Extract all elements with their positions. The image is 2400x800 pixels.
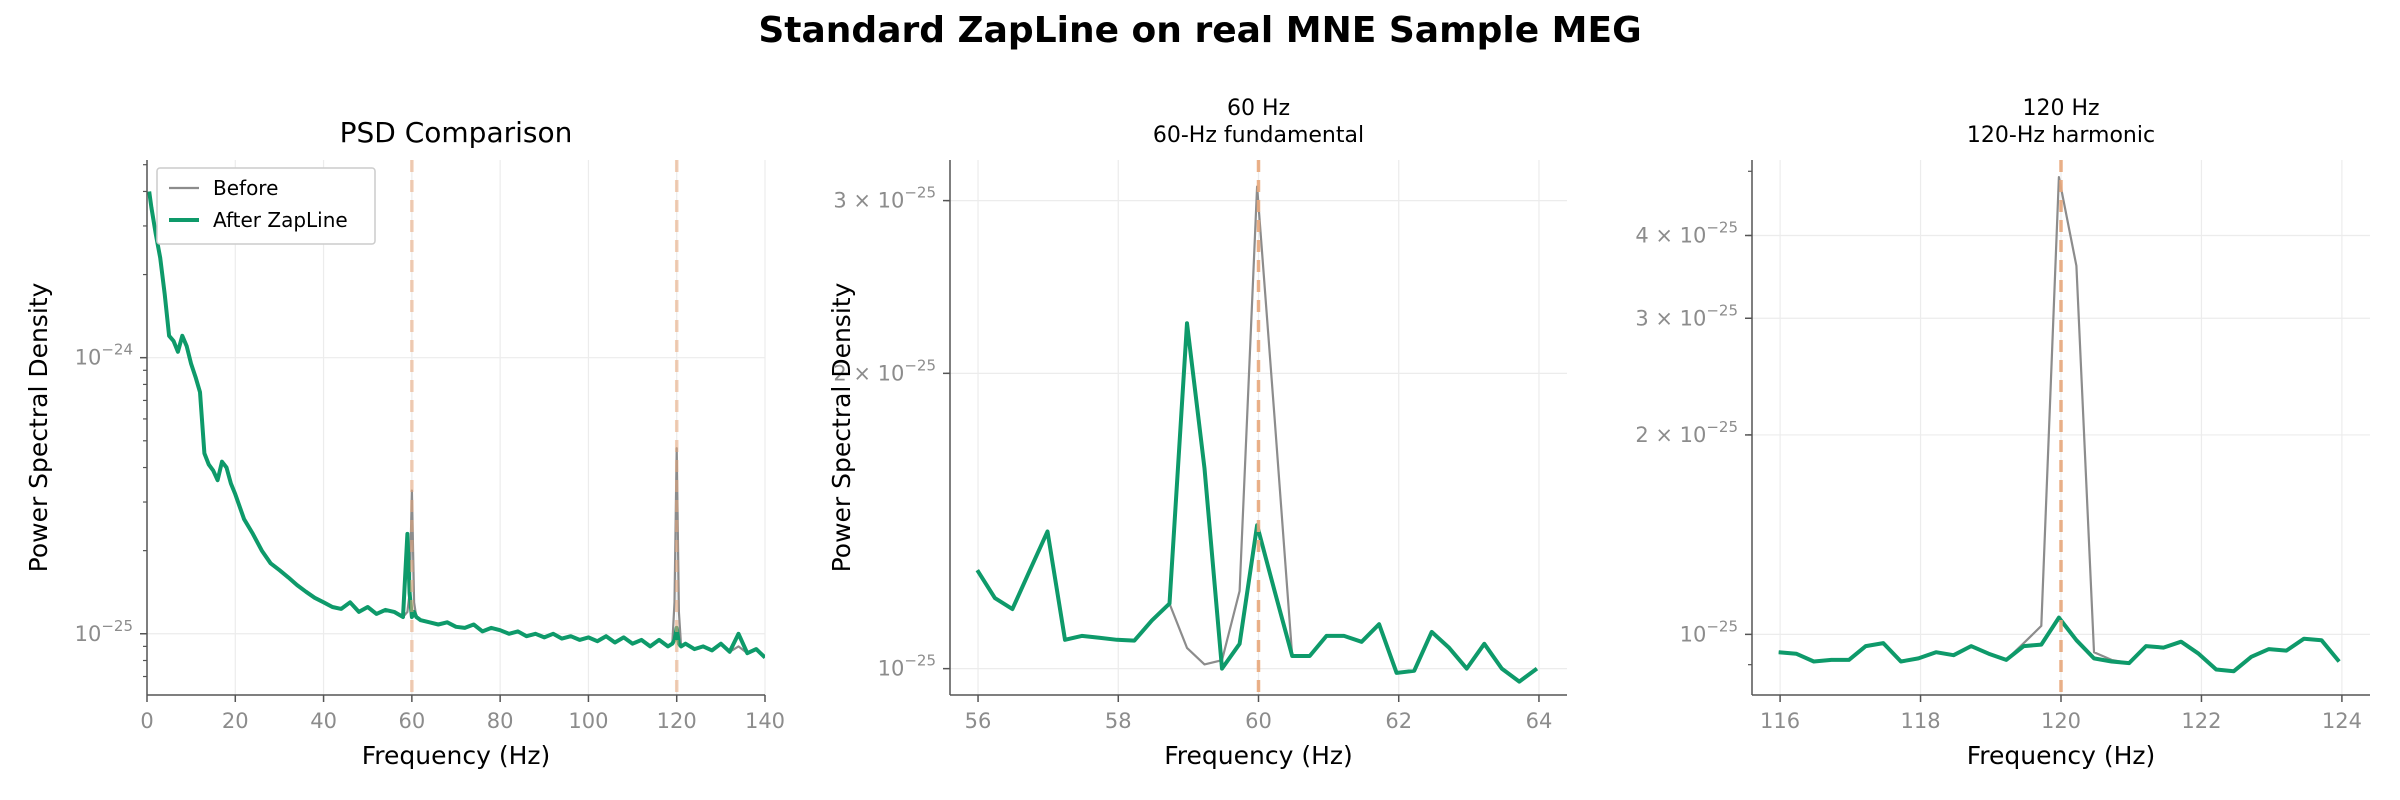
y-tick-label: 10−25: [878, 652, 936, 681]
y-axis-label: Power Spectral Density: [24, 282, 53, 572]
plot-area: [1778, 176, 2341, 674]
chart-subtitle: 60-Hz fundamental: [1153, 123, 1364, 148]
y-axis-label: Power Spectral Density: [827, 282, 856, 572]
x-axis-label: Frequency (Hz): [362, 741, 551, 770]
series-line-after: [1778, 615, 2341, 674]
y-tick-label: 10−25: [75, 617, 133, 646]
x-tick-label: 124: [2322, 709, 2362, 733]
figure-title: Standard ZapLine on real MNE Sample MEG: [758, 10, 1641, 51]
series-line-after: [147, 191, 765, 659]
x-tick-label: 60: [1245, 709, 1272, 733]
legend-label: After ZapLine: [213, 208, 348, 232]
legend-box: [156, 167, 376, 245]
x-tick-label: 62: [1385, 709, 1412, 733]
series-line-before: [1778, 176, 2340, 673]
x-tick-label: 100: [568, 709, 608, 733]
y-tick-label: 10−24: [75, 341, 133, 370]
x-tick-label: 120: [657, 709, 697, 733]
y-tick-label: 3 × 10−25: [1635, 301, 1738, 330]
x-tick-label: 80: [487, 709, 514, 733]
x-tick-label: 60: [398, 709, 425, 733]
x-tick-label: 118: [1900, 709, 1940, 733]
x-axis-label: Frequency (Hz): [1164, 741, 1353, 770]
x-tick-label: 58: [1105, 709, 1132, 733]
y-tick-label: 4 × 10−25: [1635, 218, 1738, 247]
legend: Before After ZapLine: [156, 167, 376, 245]
y-tick-label: 10−25: [1680, 617, 1738, 646]
x-tick-label: 40: [310, 709, 337, 733]
x-tick-label: 116: [1760, 709, 1800, 733]
legend-label: Before: [213, 176, 278, 200]
x-tick-label: 140: [745, 709, 785, 733]
panels: 0 20 40 60 80 100 120 140 10−25 10−24 PSD Comparis…: [24, 96, 2370, 770]
x-axis-label: Frequency (Hz): [1967, 741, 2156, 770]
chart-title: PSD Comparison: [340, 116, 573, 149]
x-tick-label: 0: [140, 709, 153, 733]
y-tick-label: 2 × 10−25: [833, 356, 936, 385]
plot-area: [147, 191, 765, 659]
x-tick-label: 64: [1526, 709, 1553, 733]
x-tick-label: 56: [965, 709, 992, 733]
series-line-before: [148, 191, 765, 659]
y-tick-label: 2 × 10−25: [1635, 418, 1738, 447]
y-tick-label: 3 × 10−25: [833, 184, 936, 213]
chart-panel-3: 116 118 120 122 124 10−25 2 × 10−25 3 × 10−25 4 …: [1635, 96, 2370, 770]
chart-subtitle: 120-Hz harmonic: [1967, 123, 2155, 148]
x-tick-label: 122: [2181, 709, 2221, 733]
chart-panel-1: 0 20 40 60 80 100 120 140 10−25 10−24 PSD Comparis…: [24, 116, 785, 770]
chart-title: 120 Hz: [2022, 96, 2099, 121]
x-tick-label: 20: [222, 709, 249, 733]
chart-title: 60 Hz: [1227, 96, 1290, 121]
x-tick-label: 120: [2041, 709, 2081, 733]
chart-panel-2: 56 58 60 62 64 10−25 2 × 10−25 3 × 10−25 60 Hz60…: [827, 96, 1567, 770]
